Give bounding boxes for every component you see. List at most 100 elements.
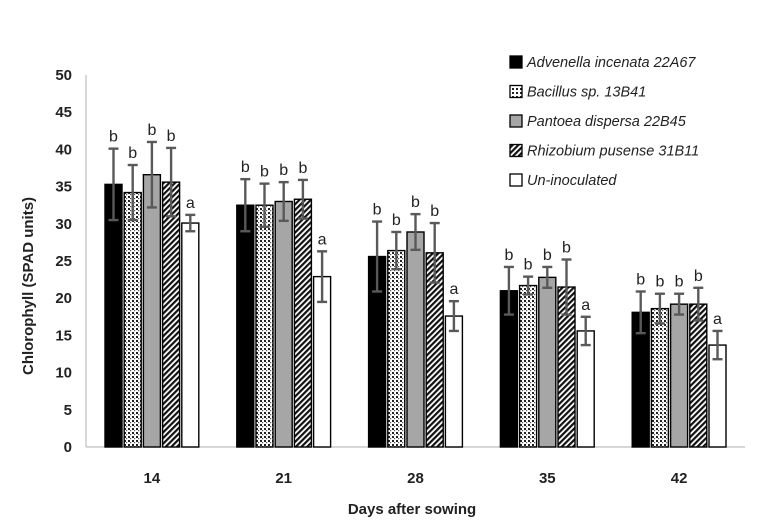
legend-label: Un-inoculated bbox=[527, 173, 617, 189]
y-axis-title: Chlorophyll (SPAD units) bbox=[20, 197, 37, 375]
significance-label: b bbox=[694, 268, 703, 285]
legend-swatch bbox=[509, 173, 523, 187]
error-bar bbox=[580, 315, 591, 347]
bar bbox=[236, 204, 255, 448]
y-tick-label: 45 bbox=[55, 104, 72, 121]
significance-label: b bbox=[167, 128, 176, 145]
legend-label: Advenella incenata 22A67 bbox=[526, 55, 696, 71]
axes: 0 5 10 15 20 25 30 35 40 45 50 14 21 28 35 42 bbox=[55, 67, 745, 487]
bar bbox=[669, 303, 689, 448]
legend-label: Bacillus sp. 13B41 bbox=[527, 85, 646, 101]
bar bbox=[444, 315, 464, 448]
y-tick-label: 25 bbox=[55, 253, 72, 270]
legend-item: Bacillus sp. 13B41 bbox=[509, 84, 646, 101]
significance-label: a bbox=[186, 195, 195, 212]
y-tick-label: 20 bbox=[55, 290, 72, 307]
legend-item: Pantoea dispersa 22B45 bbox=[509, 114, 687, 130]
significance-label: a bbox=[581, 297, 590, 314]
y-tick-label: 40 bbox=[55, 141, 72, 158]
x-tick-label: 28 bbox=[407, 470, 424, 487]
legend-swatch bbox=[509, 143, 523, 158]
significance-label: b bbox=[543, 247, 552, 264]
x-tick-label: 14 bbox=[144, 470, 161, 487]
bar bbox=[576, 330, 595, 448]
error-bar bbox=[410, 212, 421, 252]
bar bbox=[123, 191, 142, 448]
x-tick-label: 35 bbox=[539, 470, 556, 487]
error-bar bbox=[127, 163, 138, 222]
y-tick-label: 50 bbox=[55, 67, 72, 84]
bar bbox=[406, 231, 425, 448]
x-axis-title: Days after sowing bbox=[348, 501, 476, 518]
significance-label: b bbox=[655, 274, 664, 291]
significance-label: b bbox=[298, 160, 307, 177]
error-bar bbox=[693, 286, 704, 322]
error-bar bbox=[635, 290, 646, 335]
x-tick-label: 21 bbox=[275, 470, 292, 487]
error-bar bbox=[317, 250, 328, 304]
legend-swatch bbox=[509, 84, 523, 99]
error-bar bbox=[561, 258, 572, 316]
significance-label: b bbox=[524, 257, 533, 274]
legend-item: Advenella incenata 22A67 bbox=[509, 55, 696, 71]
bar bbox=[274, 200, 293, 448]
significance-label: b bbox=[109, 129, 118, 146]
error-bar bbox=[503, 265, 514, 316]
error-bar bbox=[185, 213, 196, 233]
significance-label: b bbox=[373, 202, 382, 219]
legend-label: Rhizobium pusense 31B11 bbox=[527, 144, 699, 160]
error-bar bbox=[523, 275, 534, 296]
legend: Advenella incenata 22A67 Bacillus sp. 13B… bbox=[509, 55, 699, 189]
bar bbox=[161, 181, 181, 448]
significance-label: a bbox=[318, 231, 327, 248]
significance-label: b bbox=[675, 274, 684, 291]
significance-label: b bbox=[147, 122, 156, 139]
significance-label: b bbox=[128, 145, 137, 162]
error-bar bbox=[108, 147, 119, 222]
error-bar bbox=[712, 329, 723, 361]
x-tick-label: 42 bbox=[671, 470, 688, 487]
bar bbox=[387, 249, 406, 448]
significance-label: a bbox=[713, 311, 722, 328]
significance-label: b bbox=[430, 203, 439, 220]
bar bbox=[104, 183, 123, 448]
error-bar bbox=[146, 140, 157, 209]
legend-label: Pantoea dispersa 22B45 bbox=[527, 114, 687, 130]
significance-label: b bbox=[241, 159, 250, 176]
error-bar bbox=[278, 180, 289, 223]
bar bbox=[293, 198, 313, 448]
significance-label: b bbox=[504, 247, 513, 264]
significance-label: b bbox=[279, 162, 288, 179]
legend-swatch bbox=[509, 114, 523, 128]
significance-label: a bbox=[449, 281, 458, 298]
significance-label: b bbox=[411, 194, 420, 211]
legend-item: Un-inoculated bbox=[509, 173, 617, 189]
y-tick-label: 15 bbox=[55, 327, 72, 344]
bar bbox=[689, 303, 708, 448]
bar bbox=[538, 276, 557, 448]
y-tick-label: 0 bbox=[64, 439, 72, 456]
significance-label: b bbox=[636, 272, 645, 289]
error-bar bbox=[542, 265, 553, 289]
bar bbox=[650, 307, 670, 448]
bar bbox=[142, 173, 162, 448]
bar bbox=[181, 222, 200, 448]
error-bar bbox=[429, 221, 440, 284]
error-bar bbox=[674, 292, 685, 316]
error-bar bbox=[297, 178, 308, 220]
error-bar bbox=[259, 182, 270, 228]
significance-label: b bbox=[562, 240, 571, 257]
y-tick-label: 30 bbox=[55, 216, 72, 233]
error-bar bbox=[448, 299, 459, 333]
y-tick-label: 10 bbox=[55, 365, 72, 382]
bar bbox=[255, 204, 274, 448]
error-bar bbox=[372, 220, 383, 293]
error-bar bbox=[654, 292, 665, 325]
bar bbox=[518, 284, 538, 448]
error-bar bbox=[166, 146, 177, 218]
error-bar bbox=[240, 177, 251, 233]
y-tick-label: 5 bbox=[64, 402, 72, 419]
